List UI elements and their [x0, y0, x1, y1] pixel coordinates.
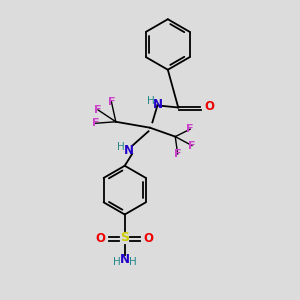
Text: H: H: [129, 257, 137, 267]
Text: O: O: [96, 232, 106, 245]
Text: F: F: [188, 140, 196, 151]
Text: F: F: [108, 97, 115, 106]
Text: N: N: [120, 253, 130, 266]
Text: O: O: [144, 232, 154, 245]
Text: O: O: [205, 100, 215, 113]
Text: H: H: [117, 142, 125, 152]
Text: F: F: [174, 149, 182, 159]
Text: F: F: [186, 124, 194, 134]
Text: S: S: [120, 232, 129, 244]
Text: N: N: [124, 144, 134, 157]
Text: H: H: [147, 96, 155, 106]
Text: F: F: [94, 105, 102, 115]
Text: N: N: [153, 98, 163, 111]
Text: H: H: [112, 257, 120, 267]
Text: F: F: [92, 118, 99, 128]
